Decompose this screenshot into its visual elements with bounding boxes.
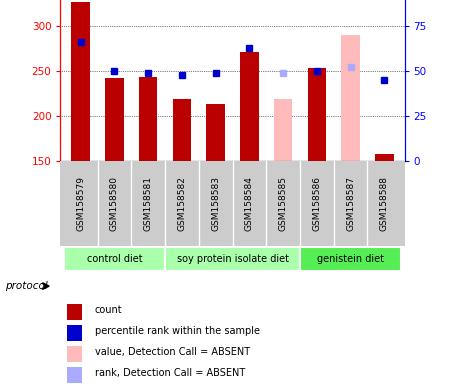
Text: GSM158581: GSM158581 — [144, 176, 153, 231]
Text: GSM158580: GSM158580 — [110, 176, 119, 231]
Text: rank, Detection Call = ABSENT: rank, Detection Call = ABSENT — [95, 368, 245, 379]
Bar — [240, 52, 259, 161]
Text: GSM158588: GSM158588 — [380, 176, 389, 231]
Text: GSM158583: GSM158583 — [211, 176, 220, 231]
Text: percentile rank within the sample: percentile rank within the sample — [95, 326, 260, 336]
Bar — [72, 2, 90, 161]
Text: genistein diet: genistein diet — [317, 254, 384, 264]
Bar — [375, 154, 393, 161]
Bar — [67, 325, 82, 341]
Text: GSM158585: GSM158585 — [279, 176, 288, 231]
Bar — [274, 99, 292, 161]
Bar — [67, 367, 82, 383]
Text: GSM158587: GSM158587 — [346, 176, 355, 231]
Bar — [67, 304, 82, 320]
Text: GSM158584: GSM158584 — [245, 176, 254, 231]
Text: protocol: protocol — [5, 281, 47, 291]
Bar — [300, 247, 401, 271]
Text: GSM158586: GSM158586 — [312, 176, 321, 231]
Text: count: count — [95, 305, 122, 315]
Bar — [67, 346, 82, 362]
Bar — [173, 99, 191, 161]
Text: control diet: control diet — [86, 254, 142, 264]
Bar — [307, 68, 326, 161]
Bar — [341, 35, 360, 161]
Text: soy protein isolate diet: soy protein isolate diet — [177, 254, 288, 264]
Bar — [139, 77, 158, 161]
Text: GSM158582: GSM158582 — [177, 176, 186, 231]
Bar — [105, 78, 124, 161]
Bar — [206, 104, 225, 161]
Text: value, Detection Call = ABSENT: value, Detection Call = ABSENT — [95, 347, 250, 358]
Bar — [165, 247, 300, 271]
Text: GSM158579: GSM158579 — [76, 176, 85, 231]
Bar — [64, 247, 165, 271]
